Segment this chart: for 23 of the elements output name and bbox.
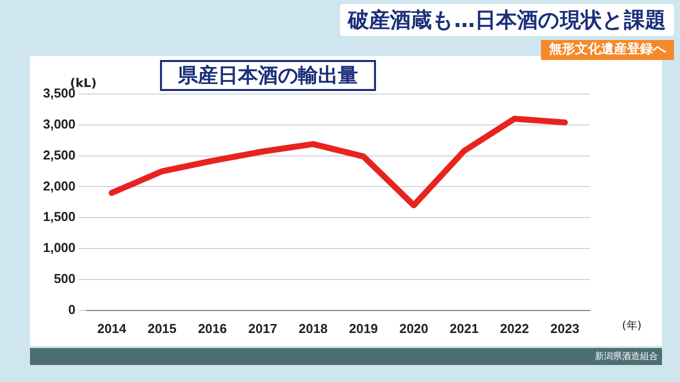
x-tick-label: 2015 [148, 320, 177, 336]
x-tick-label: 2023 [550, 320, 580, 336]
y-tick-label: 2,000 [42, 178, 76, 194]
text: 新潟県酒造組合 [30, 348, 662, 365]
chart-subtitle: 無形文化遺産登録へ [541, 40, 674, 60]
x-tick-label: 2018 [298, 320, 328, 336]
y-tick-label: 3,000 [42, 116, 76, 132]
text: 破産酒蔵も…日本酒の現状と課題 [340, 4, 674, 36]
y-tick-label: 2,500 [42, 147, 76, 162]
y-tick-label: 500 [54, 271, 76, 286]
x-tick-label: 2017 [248, 320, 278, 336]
chart-title: 県産日本酒の輸出量 [160, 60, 376, 91]
y-tick-label: 1,500 [42, 209, 76, 224]
x-tick-label: 2014 [97, 320, 127, 336]
x-tick-label: 2016 [198, 320, 227, 336]
x-tick-label: 2019 [348, 320, 378, 336]
x-tick-label: 2020 [399, 320, 428, 336]
x-tick-label: 2021 [450, 320, 479, 336]
y-tick-label: 0 [68, 302, 76, 317]
y-axis-title: (kL) [70, 76, 97, 90]
x-tick-label: 2022 [500, 320, 529, 336]
x-axis-title: (年) [622, 318, 642, 333]
y-tick-label: 1,000 [42, 240, 76, 256]
